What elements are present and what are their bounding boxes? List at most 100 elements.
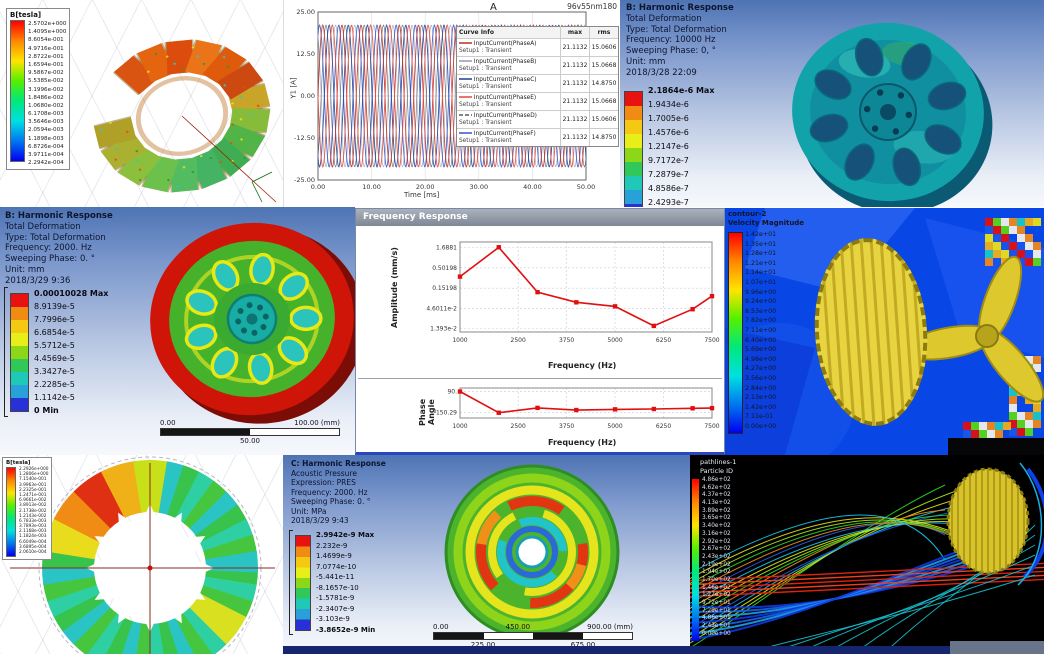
legend-value: 2.1864e-6 Max xyxy=(648,86,715,95)
legend-value: 2.43e+02 xyxy=(702,553,731,560)
svg-text:1.393e-2: 1.393e-2 xyxy=(430,326,457,333)
legend-value: 6.7833e-003 xyxy=(19,518,47,524)
legend-value: 4.62e+02 xyxy=(702,484,731,491)
legend-value: 6.6854e-5 xyxy=(34,328,75,337)
svg-text:3750: 3750 xyxy=(559,337,574,344)
info-line: B: Harmonic Response xyxy=(626,3,734,13)
ruler-label: 450.00 xyxy=(505,623,531,631)
legend-value: -5.441e-11 xyxy=(316,573,355,581)
legend-value: 5.69e+00 xyxy=(745,346,777,354)
legend-value: 2.0610e-004 xyxy=(19,550,47,555)
legend-value: 2.8722e-001 xyxy=(28,53,64,60)
legend-labels: 2.2926e+000 1.2806e+000 7.1540e-001 3.9963e… xyxy=(19,467,48,557)
legend-value: 0.00e+00 xyxy=(745,422,777,430)
panel-maxwell-polar: B[tesla] 2.2926e+000 1.2806e+000 7.1540e-0… xyxy=(0,455,283,654)
legend-value: 1.6594e-001 xyxy=(28,61,64,68)
svg-text:90.: 90. xyxy=(447,389,457,396)
legend-value: 9.24e+00 xyxy=(745,298,777,306)
svg-text:7500: 7500 xyxy=(704,423,719,430)
legend-value: 3.7893e-003 xyxy=(19,524,47,530)
phase-chart: 1000 2500 3750 5000 6250 7500 90. -150.29 xyxy=(434,387,720,430)
disc-render xyxy=(444,464,620,640)
phase-ylabel: Phase Angle xyxy=(418,398,436,426)
window-footer xyxy=(283,646,690,654)
divider xyxy=(358,378,722,379)
legend-value: 1.2471e-001 xyxy=(19,492,47,498)
svg-text:2500: 2500 xyxy=(511,423,526,430)
curve-info-row: InputCurrent(PhaseB) Setup1 : Transient 21… xyxy=(457,57,618,75)
statusbar-fragment xyxy=(950,641,1044,654)
panel-pathlines: pathlines-1 Particle ID 4.86e+02 4.62e+02… xyxy=(690,455,1044,654)
legend-value: 7.29e+01 xyxy=(702,607,731,614)
legend-value: 0.00010028 Max xyxy=(34,289,109,298)
ruler-label: 675.00 xyxy=(570,641,596,649)
legend-value: 1.1142e-5 xyxy=(34,393,75,402)
legend-value: 2.4293e-7 xyxy=(648,198,689,207)
legend-value: 1.21e+01 xyxy=(745,259,777,267)
flux-ring-render xyxy=(10,456,275,654)
legend-bracket xyxy=(289,530,293,635)
legend-value: 4.8586e-7 xyxy=(648,184,689,193)
info-line: Frequency: 2000. Hz xyxy=(291,487,368,497)
legend-value: 1.9434e-6 xyxy=(648,100,689,109)
svg-text:1000: 1000 xyxy=(452,423,467,430)
legend-value: 4.9716e-001 xyxy=(28,45,64,52)
legend-colorbar xyxy=(6,467,16,557)
window-titlebar[interactable]: Frequency Response xyxy=(356,209,724,226)
legend-value: 1.2143e-002 xyxy=(19,513,47,519)
scale-ruler: 0.00 100.00 (mm) 50.00 xyxy=(160,419,340,445)
legend-bracket xyxy=(4,287,8,417)
amplitude-xlabel: Frequency (Hz) xyxy=(548,361,617,370)
info-line: Unit: MPa xyxy=(291,506,327,516)
legend-value: 3.3427e-5 xyxy=(34,367,75,376)
legend-value: 0 Min xyxy=(34,406,59,415)
legend-title: B[tesla] xyxy=(6,460,31,466)
x-axis-label: Time [ms] xyxy=(404,191,440,199)
svg-text:50.00: 50.00 xyxy=(577,183,596,191)
legend-value: 9.96e+00 xyxy=(745,288,777,296)
legend-value: -3.103e-9 xyxy=(316,615,350,623)
legend-value: 1.1824e-003 xyxy=(19,534,47,540)
legend-value: 2.1168e-003 xyxy=(19,529,47,535)
svg-text:-12.50: -12.50 xyxy=(294,134,315,142)
svg-text:20.00: 20.00 xyxy=(416,183,435,191)
legend-value: 2.92e+02 xyxy=(702,538,731,545)
svg-text:0.15198: 0.15198 xyxy=(432,285,457,292)
info-line: B: Harmonic Response xyxy=(5,211,113,221)
info-line: Acoustic Pressure xyxy=(291,468,357,478)
svg-text:30.00: 30.00 xyxy=(469,183,488,191)
stator-render xyxy=(93,39,277,203)
legend-value: 1.07e+01 xyxy=(745,278,777,286)
legend-value: 2.43e+01 xyxy=(702,623,731,630)
legend-value: 4.13e+02 xyxy=(702,500,731,507)
scale-ruler: 0.00 450.00 900.00 (mm) 225.00 675.00 xyxy=(433,623,633,649)
legend-value: 9.7172e-7 xyxy=(648,156,689,165)
wheel-render xyxy=(792,22,993,207)
legend-value: 6.9661e-002 xyxy=(19,498,47,504)
legend-value: 1.94e+02 xyxy=(702,569,731,576)
legend-value: 4.4569e-5 xyxy=(34,354,75,363)
curve-info-row: InputCurrent(PhaseC) Setup1 : Transient 21… xyxy=(457,75,618,93)
curve-info-row: InputCurrent(PhaseF) Setup1 : Transient 21… xyxy=(459,129,617,146)
legend-labels: 1.42e+01 1.35e+01 1.28e+01 1.21e+01 1.14e+01… xyxy=(745,230,776,431)
curve-info-row: InputCurrent(PhaseE) Setup1 : Transient 21… xyxy=(457,93,618,111)
info-line: Total Deformation xyxy=(626,13,702,24)
legend-value: 3.40e+02 xyxy=(702,523,731,530)
result-info: B: Harmonic Response Total Deformation Typ… xyxy=(626,3,734,79)
amplitude-ylabel: Amplitude (mm/s) xyxy=(390,247,399,329)
legend-value: 2.2926e+000 xyxy=(19,467,49,472)
legend-colorbar xyxy=(728,232,743,434)
console-strip xyxy=(948,438,1044,455)
svg-text:0.50198: 0.50198 xyxy=(432,265,457,272)
curve-info-row: InputCurrent(PhaseA) Setup1 : Transient 21… xyxy=(457,39,618,57)
legend-colorbar xyxy=(295,535,311,631)
svg-text:0.00: 0.00 xyxy=(301,92,315,100)
legend-value: 2.2325e-001 xyxy=(19,487,47,493)
legend-value: 3.56e+00 xyxy=(745,374,777,382)
legend-value: 3.9711e-004 xyxy=(28,152,64,158)
legend-value: 1.42e+00 xyxy=(745,403,777,411)
legend-value: 7.7996e-5 xyxy=(34,315,75,324)
streamlines-render xyxy=(690,462,1044,654)
wheel-render xyxy=(150,222,355,424)
ruler-label: 50.00 xyxy=(239,437,261,445)
